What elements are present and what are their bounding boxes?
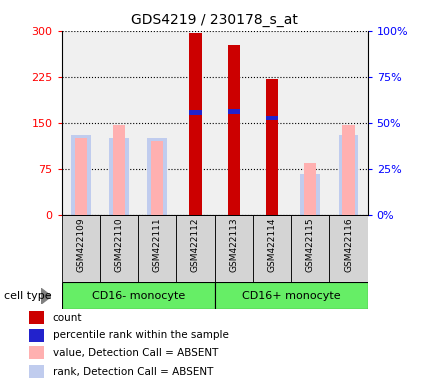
- Text: rank, Detection Call = ABSENT: rank, Detection Call = ABSENT: [53, 367, 213, 377]
- Bar: [329, 215, 368, 282]
- Bar: [300, 174, 320, 215]
- Bar: [215, 282, 368, 309]
- Bar: [138, 215, 176, 282]
- Text: GSM422113: GSM422113: [229, 218, 238, 272]
- Bar: [291, 215, 329, 282]
- Text: cell type: cell type: [4, 291, 52, 301]
- Bar: [71, 135, 91, 215]
- Bar: [304, 163, 316, 215]
- Bar: [266, 116, 278, 121]
- Bar: [62, 215, 100, 282]
- Title: GDS4219 / 230178_s_at: GDS4219 / 230178_s_at: [131, 13, 298, 27]
- Bar: [151, 141, 163, 215]
- Text: GSM422114: GSM422114: [267, 218, 277, 272]
- Bar: [343, 125, 354, 215]
- Text: GSM422111: GSM422111: [153, 218, 162, 272]
- Bar: [266, 79, 278, 215]
- Bar: [113, 125, 125, 215]
- Bar: [75, 138, 87, 215]
- Bar: [29, 365, 44, 378]
- Bar: [228, 109, 240, 114]
- Bar: [29, 346, 44, 359]
- Text: GSM422115: GSM422115: [306, 218, 315, 272]
- Text: CD16- monocyte: CD16- monocyte: [91, 291, 185, 301]
- Bar: [147, 138, 167, 215]
- Text: count: count: [53, 313, 82, 323]
- Text: GSM422109: GSM422109: [76, 218, 85, 272]
- Text: GSM422110: GSM422110: [114, 218, 124, 272]
- Text: GSM422116: GSM422116: [344, 218, 353, 272]
- Text: GSM422112: GSM422112: [191, 218, 200, 272]
- Bar: [100, 215, 138, 282]
- Text: percentile rank within the sample: percentile rank within the sample: [53, 330, 229, 340]
- Bar: [62, 282, 215, 309]
- Bar: [215, 215, 253, 282]
- Polygon shape: [41, 288, 51, 304]
- Bar: [228, 45, 240, 215]
- Bar: [176, 215, 215, 282]
- Bar: [29, 329, 44, 342]
- Bar: [253, 215, 291, 282]
- Text: value, Detection Call = ABSENT: value, Detection Call = ABSENT: [53, 348, 218, 358]
- Bar: [190, 33, 201, 215]
- Bar: [109, 138, 129, 215]
- Text: CD16+ monocyte: CD16+ monocyte: [242, 291, 340, 301]
- Bar: [339, 135, 358, 215]
- Bar: [190, 110, 201, 115]
- Bar: [29, 311, 44, 324]
